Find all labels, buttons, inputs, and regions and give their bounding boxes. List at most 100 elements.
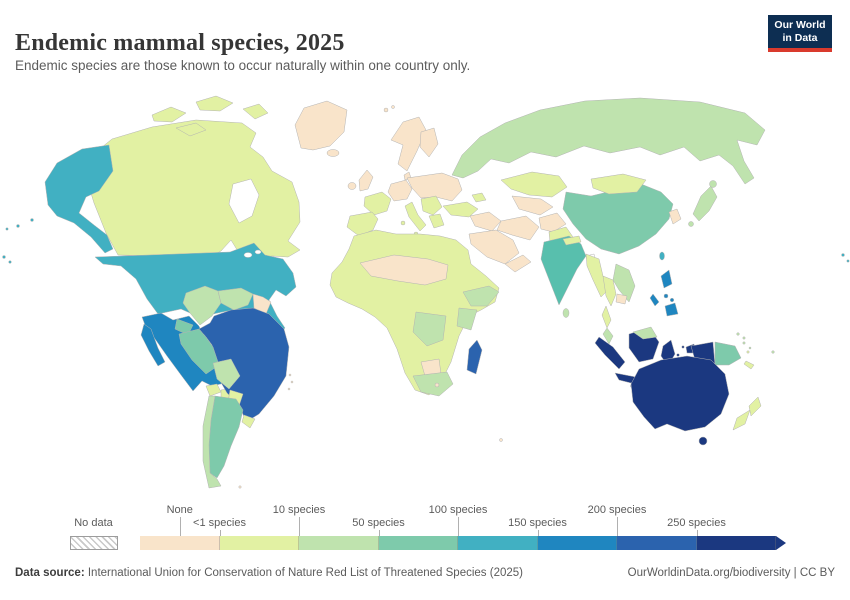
country-indian-ocean-island[interactable] xyxy=(499,438,503,442)
country-ethiopia-somalia[interactable] xyxy=(462,285,500,307)
country-thailand[interactable] xyxy=(602,275,617,307)
country-lesser-antilles[interactable] xyxy=(288,373,292,377)
legend-bin-150-species[interactable] xyxy=(537,536,617,550)
country-chile[interactable] xyxy=(202,395,222,489)
country-lesotho[interactable] xyxy=(434,382,440,388)
country-spain-portugal[interactable] xyxy=(346,211,379,237)
country-pacific-islands-east[interactable] xyxy=(841,253,845,257)
country-iran[interactable] xyxy=(496,215,540,241)
country-new-caledonia[interactable] xyxy=(743,360,755,370)
legend-bin-100-species[interactable] xyxy=(458,536,538,550)
country-fiji[interactable] xyxy=(771,350,775,354)
country-east-africa[interactable] xyxy=(456,307,478,331)
legend-bin-none[interactable] xyxy=(140,536,220,550)
country-france[interactable] xyxy=(363,191,392,216)
legend-no-data-swatch[interactable] xyxy=(70,536,118,550)
country-central-europe[interactable] xyxy=(387,179,413,202)
legend-bin--1-species[interactable] xyxy=(219,536,299,550)
country-japan[interactable] xyxy=(692,185,718,222)
country-greenland[interactable] xyxy=(294,100,348,151)
country-canada-arctic-islands[interactable] xyxy=(195,95,234,112)
country-balkans[interactable] xyxy=(420,195,443,216)
country-iceland[interactable] xyxy=(326,149,340,157)
country-russia[interactable] xyxy=(451,97,766,185)
country-vanuatu[interactable] xyxy=(746,350,750,354)
country-lesser-antilles[interactable] xyxy=(287,387,291,391)
country-italy[interactable] xyxy=(404,201,427,232)
country-philippines-palawan[interactable] xyxy=(649,293,660,307)
country-bolivia[interactable] xyxy=(212,358,241,390)
country-lesser-antilles[interactable] xyxy=(290,380,294,384)
country-finland[interactable] xyxy=(419,127,439,158)
country-india[interactable] xyxy=(540,235,587,306)
country-new-zealand-north[interactable] xyxy=(748,396,762,417)
country-philippines-luzon[interactable] xyxy=(660,269,673,289)
country-south-africa[interactable] xyxy=(412,371,454,397)
country-kazakhstan[interactable] xyxy=(500,171,568,198)
country-australia[interactable] xyxy=(630,355,730,432)
country-uruguay[interactable] xyxy=(241,414,256,429)
country-saudi-arabia[interactable] xyxy=(468,229,520,265)
country-yemen-oman[interactable] xyxy=(504,254,532,273)
country-greece[interactable] xyxy=(428,213,445,229)
country-mexico-baja[interactable] xyxy=(140,323,166,367)
country-vietnam-laos[interactable] xyxy=(612,263,636,303)
country-ireland[interactable] xyxy=(347,182,357,190)
owid-logo[interactable]: Our World in Data xyxy=(768,15,832,52)
country-sri-lanka[interactable] xyxy=(562,308,570,318)
country-canada-arctic-islands[interactable] xyxy=(242,103,269,120)
country-philippines-visayas[interactable] xyxy=(663,293,669,299)
country-venezuela[interactable] xyxy=(217,287,254,311)
country-solomon-islands[interactable] xyxy=(736,332,740,336)
country-madagascar[interactable] xyxy=(466,339,483,375)
country-eastern-europe[interactable] xyxy=(406,172,463,202)
country-usa-aleutians[interactable] xyxy=(5,227,9,231)
country-thailand-peninsula[interactable] xyxy=(601,305,612,329)
country-usa-alaska[interactable] xyxy=(44,144,114,254)
legend-bin-50-species[interactable] xyxy=(378,536,458,550)
country-turkey[interactable] xyxy=(442,201,479,218)
country-pacific-islands-west[interactable] xyxy=(8,260,12,264)
country-nepal[interactable] xyxy=(562,235,582,246)
country-japan-hokkaido[interactable] xyxy=(709,180,717,188)
country-falkland-islands[interactable] xyxy=(238,485,242,489)
country-norway-sweden[interactable] xyxy=(390,116,427,172)
country-italy-sardinia[interactable] xyxy=(400,220,406,226)
country-png-islands[interactable] xyxy=(748,346,752,350)
country-canada-arctic-islands[interactable] xyxy=(151,106,187,123)
country-korea[interactable] xyxy=(668,208,682,225)
country-afghanistan[interactable] xyxy=(538,212,567,233)
country-philippines-visayas[interactable] xyxy=(669,297,675,303)
legend-bin-10-species[interactable] xyxy=(299,536,379,550)
country-guatemala[interactable] xyxy=(205,383,222,397)
country-sahara-belt[interactable] xyxy=(359,254,449,286)
country-mongolia[interactable] xyxy=(590,173,647,195)
country-japan-kyushu[interactable] xyxy=(688,221,694,227)
country-colombia[interactable] xyxy=(182,285,222,326)
country-svalbard[interactable] xyxy=(383,107,389,113)
country-usa-aleutians[interactable] xyxy=(30,218,34,222)
country-malaysia-borneo[interactable] xyxy=(632,326,658,340)
country-solomon-islands[interactable] xyxy=(742,336,746,340)
country-caucasus[interactable] xyxy=(471,192,487,203)
country-taiwan[interactable] xyxy=(659,251,665,261)
country-cambodia[interactable] xyxy=(615,293,628,305)
country-pacific-islands-east[interactable] xyxy=(846,259,850,263)
country-canada[interactable] xyxy=(85,119,301,259)
legend-bin-200-species[interactable] xyxy=(617,536,697,550)
country-central-asia[interactable] xyxy=(511,195,554,216)
country-syria-iraq[interactable] xyxy=(469,211,502,232)
country-central-africa[interactable] xyxy=(412,311,447,347)
country-indonesia-maluku[interactable] xyxy=(681,345,685,349)
country-papua-new-guinea[interactable] xyxy=(714,341,742,366)
legend-bin-250-species[interactable] xyxy=(696,536,776,550)
country-australia-tasmania[interactable] xyxy=(698,436,708,446)
country-svalbard[interactable] xyxy=(391,105,395,109)
country-philippines-mindanao[interactable] xyxy=(664,302,679,317)
country-united-kingdom[interactable] xyxy=(358,169,374,192)
country-argentina[interactable] xyxy=(208,395,244,479)
country-myanmar[interactable] xyxy=(585,253,610,298)
country-indonesia-sumatra[interactable] xyxy=(594,336,626,370)
owid-link[interactable]: OurWorldinData.org/biodiversity xyxy=(627,567,791,579)
country-pacific-islands-west[interactable] xyxy=(2,255,6,259)
